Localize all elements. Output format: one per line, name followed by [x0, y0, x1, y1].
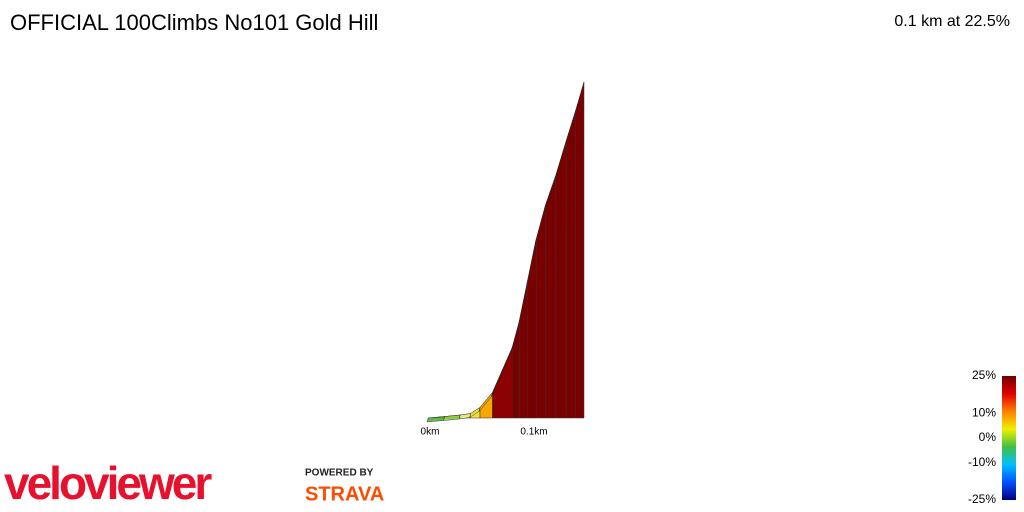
profile-segment — [545, 174, 557, 419]
colorbar-tick-label: 10% — [972, 405, 996, 419]
profile-segment — [535, 204, 546, 419]
profile-segment — [527, 239, 537, 419]
profile-segment — [555, 140, 567, 419]
chart-title: OFFICIAL 100Climbs No101 Gold Hill — [10, 10, 378, 35]
colorbar-tick-label: 0% — [979, 430, 997, 444]
profile-segment — [566, 110, 576, 419]
profile-segment — [492, 347, 513, 419]
colorbar — [1002, 376, 1016, 500]
x-tick-label: 0km — [421, 427, 440, 438]
profile-top — [443, 414, 461, 421]
powered-by: POWERED BY — [305, 468, 374, 479]
logo: veloviewer — [4, 457, 212, 509]
chart-subtitle: 0.1 km at 22.5% — [894, 13, 1010, 30]
colorbar-tick-label: -10% — [968, 455, 996, 469]
colorbar-tick-label: 25% — [972, 368, 996, 382]
colorbar-tick-label: -25% — [968, 492, 996, 506]
x-tick-label: 0.1km — [520, 427, 547, 438]
strava: STRAVA — [305, 483, 384, 505]
profile-top — [574, 81, 585, 115]
profile-top — [426, 416, 445, 423]
profile-segment — [575, 81, 585, 419]
